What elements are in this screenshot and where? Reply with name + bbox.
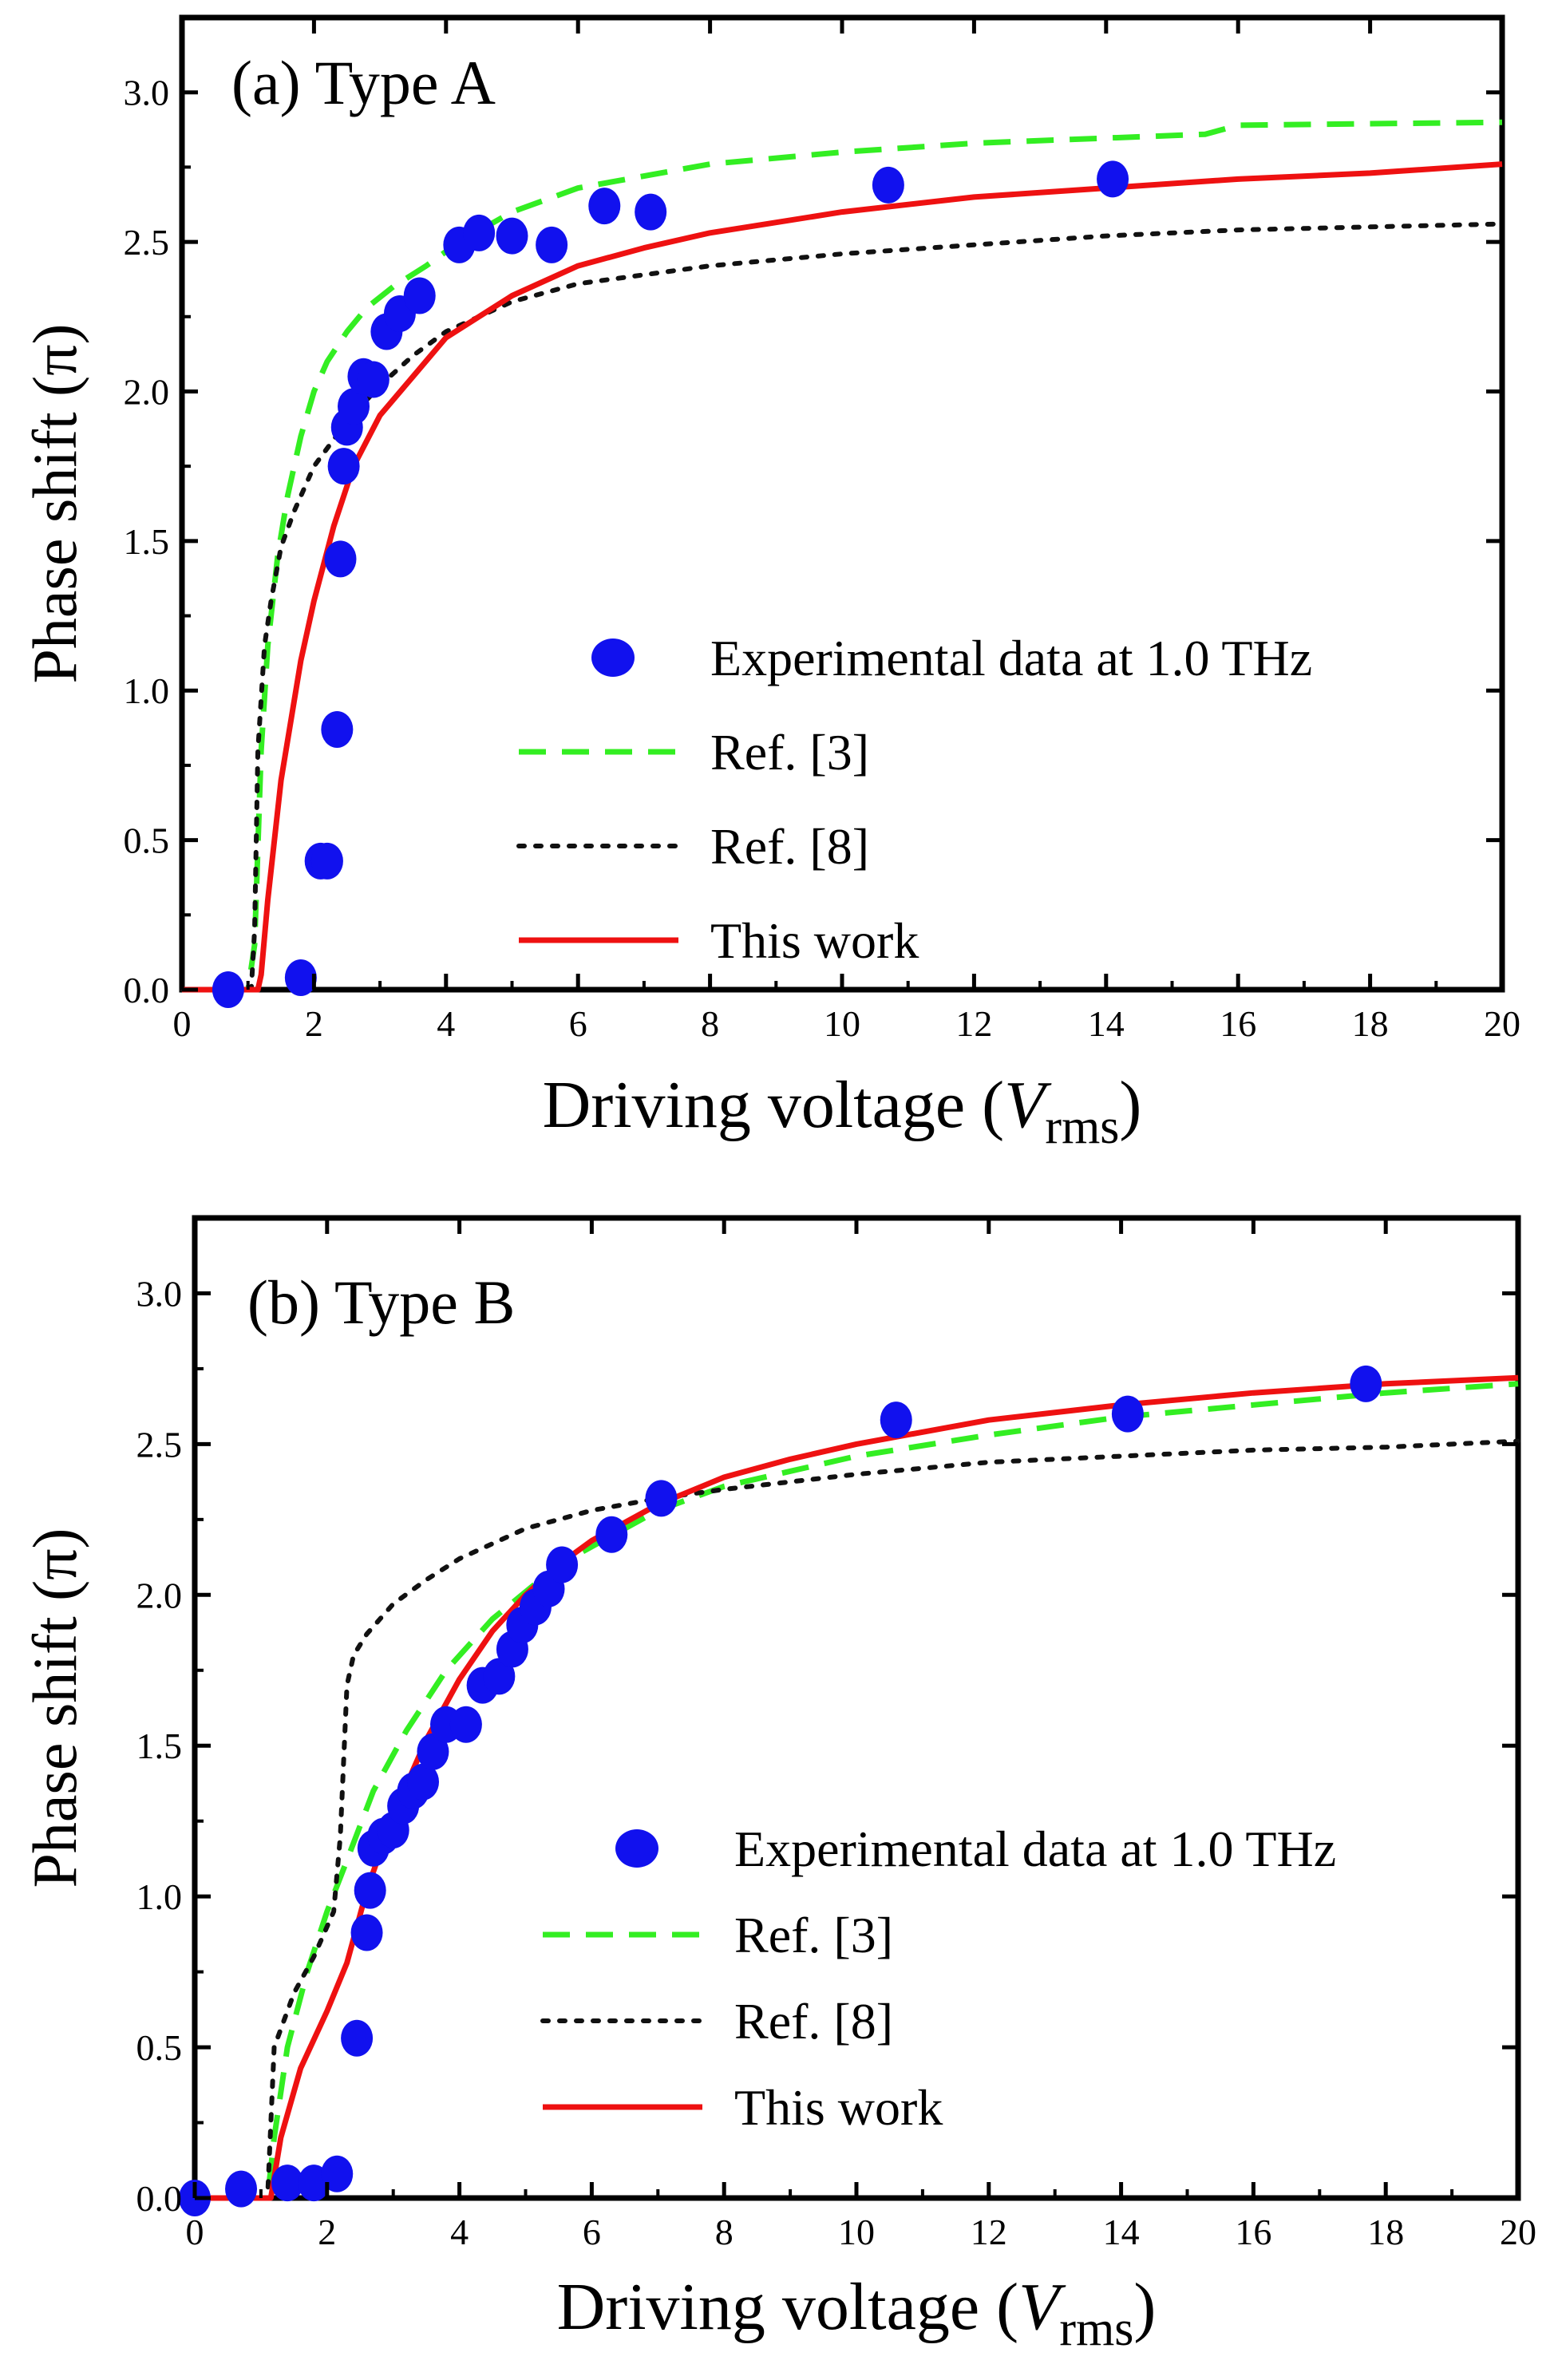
data-point-a <box>327 448 360 485</box>
data-point-a <box>536 226 568 263</box>
data-point-b <box>417 1733 449 1770</box>
y-tick-label-a: 1.5 <box>124 521 170 562</box>
y-axis-label-a: Phase shift (π) <box>20 324 89 684</box>
x-tick-label-b: 10 <box>838 2212 875 2252</box>
data-point-a <box>1097 160 1129 198</box>
y-tick-label-b: 3.0 <box>136 1273 183 1314</box>
data-point-a <box>872 166 904 204</box>
data-point-a <box>212 971 244 1008</box>
data-point-b <box>1350 1365 1382 1402</box>
y-tick-label-a: 3.0 <box>124 73 170 113</box>
data-point-a <box>284 959 317 997</box>
data-point-b <box>645 1480 678 1517</box>
legend-label-a: Experimental data at 1.0 THz <box>710 630 1312 686</box>
series-line-this-work-b <box>195 1374 1519 2201</box>
panel-label-a: (a) Type A <box>231 48 496 117</box>
data-point-b <box>354 1872 386 1909</box>
x-tick-label-b: 18 <box>1367 2212 1404 2252</box>
data-point-b <box>880 1402 912 1439</box>
y-tick-label-a: 0.0 <box>124 970 170 1010</box>
y-tick-label-b: 2.5 <box>136 1424 183 1465</box>
x-tick-label-a: 4 <box>437 1003 455 1044</box>
legend-marker-exp-b <box>615 1829 658 1868</box>
data-point-a <box>324 540 357 578</box>
data-point-a <box>635 193 667 231</box>
x-tick-label-b: 2 <box>318 2212 336 2252</box>
x-tick-label-a: 12 <box>955 1003 992 1044</box>
y-tick-label-b: 2.0 <box>136 1575 183 1615</box>
legend-label-b: Ref. [8] <box>734 1993 893 2050</box>
data-point-a <box>357 361 390 398</box>
legend-label-a: This work <box>710 912 919 969</box>
y-tick-label-a: 2.5 <box>124 222 170 263</box>
x-axis-label-a: Driving voltage (Vrms) <box>543 1068 1142 1154</box>
x-tick-label-a: 18 <box>1352 1003 1389 1044</box>
legend-label-b: This work <box>734 2079 943 2136</box>
y-tick-label-b: 0.0 <box>136 2178 183 2219</box>
data-point-b <box>225 2170 258 2208</box>
data-point-b <box>449 1706 482 1743</box>
y-tick-label-b: 1.5 <box>136 1726 183 1766</box>
x-tick-label-a: 10 <box>824 1003 860 1044</box>
panel-label-b: (b) Type B <box>247 1267 515 1337</box>
x-tick-label-b: 6 <box>583 2212 601 2252</box>
data-point-b <box>271 2165 304 2202</box>
series-line-ref8-a <box>180 221 1505 992</box>
data-point-b <box>407 1763 440 1801</box>
x-tick-label-b: 0 <box>186 2212 204 2252</box>
y-axis-label-b: Phase shift (π) <box>20 1528 89 1888</box>
x-tick-label-a: 6 <box>569 1003 587 1044</box>
y-tick-label-a: 0.5 <box>124 820 170 861</box>
data-point-a <box>588 188 621 225</box>
data-point-a <box>338 388 370 425</box>
data-point-b <box>595 1516 628 1553</box>
x-tick-label-b: 4 <box>450 2212 469 2252</box>
data-point-b <box>546 1546 579 1583</box>
y-tick-label-a: 1.0 <box>124 670 170 711</box>
legend-b: Experimental data at 1.0 THz Ref. [3] Ref.… <box>540 1821 1336 2136</box>
x-tick-label-a: 8 <box>701 1003 719 1044</box>
y-tick-label-b: 1.0 <box>136 1876 183 1917</box>
data-point-a <box>463 214 496 251</box>
legend-label-b: Experimental data at 1.0 THz <box>734 1821 1336 1877</box>
legend-a: Experimental data at 1.0 THz Ref. [3] Ref.… <box>516 630 1312 969</box>
x-axis-label-b: Driving voltage (Vrms) <box>557 2270 1157 2356</box>
x-tick-label-a: 20 <box>1484 1003 1520 1044</box>
series-line-ref8-b <box>192 1438 1520 2200</box>
x-tick-label-b: 14 <box>1103 2212 1140 2252</box>
data-point-a <box>310 842 343 880</box>
series-line-this-work-a <box>182 161 1503 993</box>
plot-area-b <box>192 1215 1521 2201</box>
data-point-a <box>321 710 354 748</box>
y-tick-label-b: 0.5 <box>136 2027 183 2068</box>
series-line-ref3-b <box>195 1381 1519 2201</box>
data-point-b <box>483 1658 516 1695</box>
x-tick-label-b: 16 <box>1235 2212 1271 2252</box>
x-tick-label-a: 0 <box>173 1003 192 1044</box>
chart-panel-a: 0 2 4 6 8 10 12 14 16 18 20 0.0 0.5 1.0 1.5 2.0 2.5 3.0 (… <box>20 14 1520 1154</box>
data-point-b <box>350 1914 383 1951</box>
x-tick-label-a: 2 <box>305 1003 323 1044</box>
legend-label-b: Ref. [3] <box>734 1907 893 1963</box>
x-tick-label-b: 20 <box>1500 2212 1536 2252</box>
data-point-b <box>1111 1395 1144 1433</box>
series-line-ref3-a <box>182 119 1503 993</box>
x-tick-label-b: 8 <box>715 2212 734 2252</box>
data-point-a <box>403 277 436 314</box>
legend-marker-exp-a <box>591 638 635 677</box>
x-tick-label-a: 14 <box>1088 1003 1125 1044</box>
legend-label-a: Ref. [8] <box>710 818 869 875</box>
y-tick-label-a: 2.0 <box>124 371 170 412</box>
chart-panel-b: 0 2 4 6 8 10 12 14 16 18 20 0.0 0.5 1.0 1.5 2.0 2.5 3.0 (… <box>20 1215 1536 2356</box>
legend-label-a: Ref. [3] <box>710 724 869 781</box>
x-tick-label-b: 12 <box>971 2212 1007 2252</box>
data-point-a <box>496 217 528 255</box>
data-point-b <box>341 2019 374 2057</box>
x-tick-label-a: 16 <box>1220 1003 1256 1044</box>
